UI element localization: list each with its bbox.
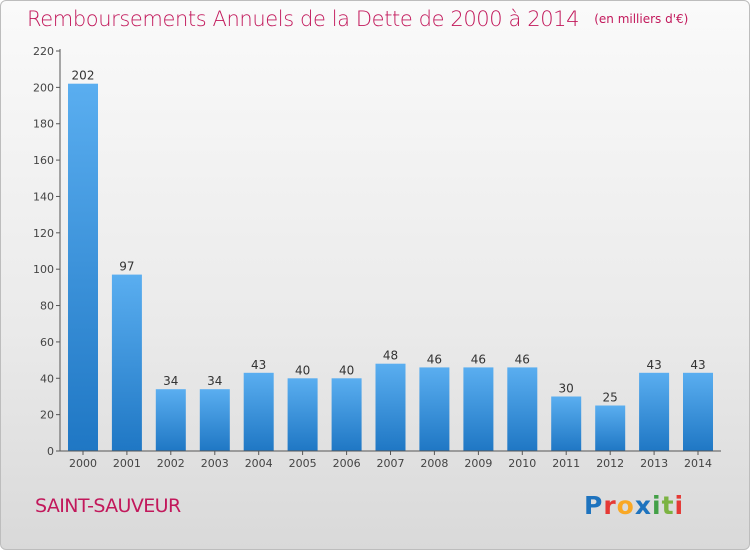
bar-2010 [507,367,538,451]
x-tick-label: 2011 [552,457,580,470]
bar-2009 [463,367,494,451]
chart-title: Remboursements Annuels de la Dette de 20… [27,7,580,31]
bar-2001 [111,274,142,451]
y-tick-label: 140 [33,190,54,203]
y-tick-label: 60 [40,336,54,349]
x-tick-label: 2014 [684,457,712,470]
bar-value-label: 25 [603,391,618,405]
bar-value-label: 40 [295,363,310,377]
bar-value-label: 46 [515,352,530,366]
y-tick-label: 160 [33,154,54,167]
x-tick-label: 2010 [508,457,536,470]
x-tick-label: 2013 [640,457,668,470]
y-tick-label: 120 [33,227,54,240]
y-tick-label: 220 [33,45,54,58]
bar-2012 [595,405,626,451]
bar-2008 [419,367,450,451]
y-tick-label: 180 [33,118,54,131]
bar-value-label: 40 [339,363,354,377]
bar-2011 [551,396,582,451]
bar-value-label: 43 [646,358,661,372]
bar-2000 [68,83,98,451]
x-tick-label: 2009 [464,457,492,470]
bar-value-label: 34 [207,374,222,388]
bar-value-label: 30 [559,382,574,396]
bar-2014 [683,372,713,451]
x-tick-label: 2001 [113,457,141,470]
bar-2007 [375,363,406,451]
chart-unit: (en milliers d'€) [594,12,689,26]
logo-letter: i [652,491,662,520]
logo-letter: i [674,491,685,520]
bar-2006 [331,378,362,451]
bar-2013 [639,372,670,451]
logo-letter: t [661,491,675,520]
x-tick-label: 2006 [333,457,361,470]
x-tick-label: 2005 [289,457,317,470]
logo-letter: P [584,491,604,520]
bar-2002 [155,389,186,451]
bar-value-label: 202 [72,69,95,83]
x-tick-label: 2007 [377,457,405,470]
bar-value-label: 34 [163,374,178,388]
x-tick-label: 2003 [201,457,229,470]
bar-value-label: 46 [427,352,442,366]
bar-2004 [243,372,274,451]
bar-value-label: 43 [251,358,266,372]
y-tick-label: 40 [40,372,54,385]
x-tick-label: 2012 [596,457,624,470]
bar-value-label: 43 [690,358,705,372]
bar-value-label: 48 [383,349,398,363]
proxiti-logo: Proxiti [584,491,684,520]
y-tick-label: 200 [33,81,54,94]
y-tick-label: 0 [47,445,54,458]
bar-value-label: 46 [471,352,486,366]
x-tick-label: 2002 [157,457,185,470]
bar-2003 [199,389,230,451]
x-tick-label: 2008 [420,457,448,470]
y-tick-label: 20 [40,409,54,422]
logo-letter: r [603,491,617,520]
x-tick-label: 2004 [245,457,273,470]
x-tick-label: 2000 [69,457,97,470]
y-tick-label: 100 [33,263,54,276]
logo-letter: o [616,491,635,520]
bar-value-label: 97 [119,260,134,274]
logo-letter: x [634,491,652,520]
chart-title-block: Remboursements Annuels de la Dette de 20… [27,7,688,31]
city-name: SAINT-SAUVEUR [35,495,181,517]
bar-2005 [287,378,318,451]
y-tick-label: 80 [40,300,54,313]
